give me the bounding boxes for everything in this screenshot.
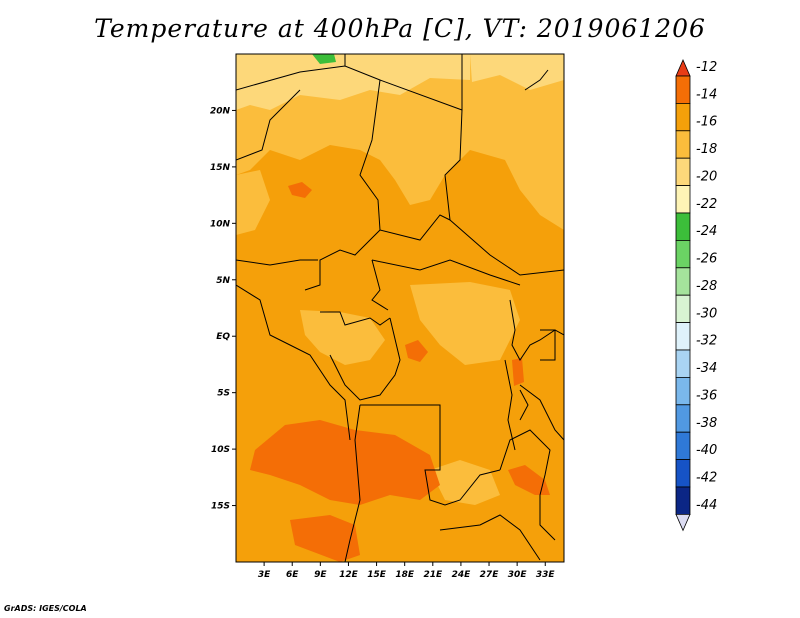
lon-tick-label: 6E (286, 570, 299, 580)
lat-tick-label: 10N (210, 219, 231, 229)
colorbar-label: -42 (696, 471, 717, 486)
field-warm-nigeria (288, 182, 312, 198)
country-borders (236, 54, 564, 562)
colorbar-label: -14 (696, 87, 717, 102)
field-warm-south (250, 420, 440, 505)
colorbar-label: -28 (696, 279, 717, 294)
field-cool-central (300, 310, 385, 365)
colorbar-label: -38 (696, 416, 717, 431)
colorbar-swatch (675, 157, 691, 186)
colorbar-top-arrow (675, 59, 691, 77)
colorbar-swatch (675, 185, 691, 214)
lat-tick-label: 5S (217, 389, 230, 399)
shaded-field (236, 54, 564, 562)
lat-tick-label: 5N (216, 276, 230, 286)
lon-tick-label: 15E (367, 570, 387, 580)
colorbar-label: -18 (696, 142, 717, 157)
colorbar-swatch (675, 239, 691, 269)
colorbar-swatch (675, 294, 691, 324)
colorbar-swatch (675, 376, 691, 406)
lon-tick-label: 21E (423, 570, 443, 580)
lat-tick-label: 10S (211, 445, 230, 455)
field-cool-north (236, 54, 564, 230)
colorbar-label: -24 (696, 224, 717, 239)
map-title: Temperature at 400hPa [C], VT: 201906120… (94, 14, 706, 43)
field-warm-congo (405, 340, 428, 362)
colorbar-label: -44 (696, 498, 717, 513)
field-warm-se (508, 465, 550, 495)
lon-tick-label: 33E (536, 570, 556, 580)
colorbar-label: -26 (696, 252, 717, 267)
longitude-axis: 3E 6E 9E 12E 15E 18E 21E 24E 27E 30E 33E (258, 562, 556, 580)
colorbar-bottom-arrow (675, 514, 691, 532)
lat-tick-label: 20N (210, 106, 231, 116)
lat-tick-label: 15S (211, 502, 230, 512)
colorbar-label: -36 (696, 388, 717, 403)
colorbar: -12 -14 -16 -18 -20 -22 -24 -26 -28 -30 -32 -34 -36 -… (675, 59, 717, 532)
lon-tick-label: 27E (480, 570, 500, 580)
colorbar-swatch (675, 349, 691, 378)
colorbar-swatch (675, 75, 691, 104)
colorbar-label: -22 (696, 197, 717, 212)
colorbar-label: -30 (696, 306, 717, 321)
colorbar-swatch (675, 212, 691, 241)
colorbar-swatch (675, 103, 691, 132)
colorbar-label: -40 (696, 443, 717, 458)
colorbar-swatch (675, 322, 691, 351)
field-coolest-ne (470, 54, 564, 90)
lon-tick-label: 30E (508, 570, 528, 580)
lat-tick-label: 15N (210, 163, 231, 173)
field-warm-lake (512, 358, 524, 386)
lon-tick-label: 9E (314, 570, 327, 580)
colorbar-label: -20 (696, 169, 717, 184)
field-warm-sw (290, 515, 360, 562)
colorbar-label: -34 (696, 361, 717, 376)
colorbar-swatch (675, 459, 691, 488)
field-cool-south-mid (430, 460, 500, 505)
colorbar-swatch (675, 486, 691, 515)
lon-tick-label: 24E (452, 570, 472, 580)
lon-tick-label: 3E (258, 570, 271, 580)
colorbar-swatch (675, 431, 691, 461)
colorbar-label: -16 (696, 115, 717, 130)
field-green-patch (312, 54, 336, 64)
colorbar-swatch (675, 130, 691, 159)
field-cool-east (410, 282, 520, 365)
colorbar-swatch (675, 404, 691, 433)
lat-tick-label: EQ (216, 332, 230, 342)
lon-tick-label: 18E (395, 570, 415, 580)
colorbar-label: -12 (696, 60, 717, 75)
colorbar-label: -32 (696, 334, 717, 349)
colorbar-swatch (675, 267, 691, 296)
lon-tick-label: 12E (339, 570, 359, 580)
latitude-axis: 20N 15N 10N 5N EQ 5S 10S 15S (210, 106, 236, 512)
plot-frame (235, 53, 565, 563)
field-cool-west-coast (236, 170, 270, 235)
grads-credit: GrADS: IGES/COLA (4, 604, 87, 613)
